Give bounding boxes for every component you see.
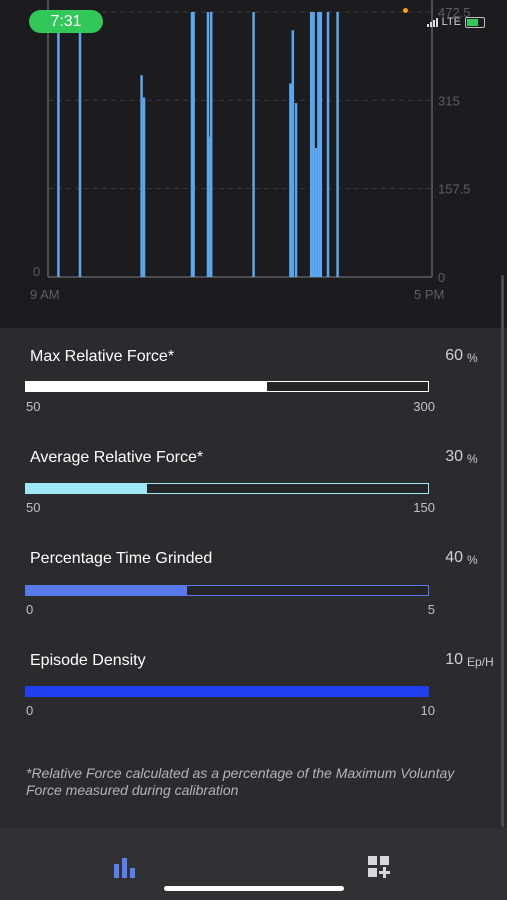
stat-max-label: 5 [427,602,435,617]
stat-title: Episode Density [30,652,146,669]
tab-add-widget[interactable] [362,852,398,888]
stat-value: 40 [445,549,463,566]
stat-title: Percentage Time Grinded [30,550,213,567]
stat-unit: Ep/H [467,655,494,669]
stat-min-label: 0 [26,703,34,718]
recording-indicator [403,8,408,13]
stat-average-relative-force: Average Relative Force* 30 % 50 150 [0,448,507,529]
stat-progress-fill [26,586,187,595]
stat-progress-fill [26,687,428,696]
stat-min-label: 50 [26,500,41,515]
stat-value: 30 [445,448,463,465]
battery-icon [465,16,485,28]
y-tick-label-right: 157.5 [438,182,471,197]
stat-title: Max Relative Force* [30,348,175,365]
stat-min-label: 0 [26,602,34,617]
stat-min-label: 50 [26,399,41,414]
signal-icon [426,17,438,27]
bar-chart-icon [114,858,135,878]
stat-unit: % [467,553,478,567]
status-right: LTE [426,16,485,28]
stat-max-label: 300 [413,399,435,414]
stat-progress-bar [25,686,429,697]
y-tick-label-right: 472.5 [438,5,471,20]
stat-unit: % [467,351,478,365]
stat-progress-bar [25,483,429,494]
stat-value: 60 [445,347,463,364]
stats-panel: Max Relative Force* 60 % 50 300 Average … [0,328,507,828]
force-chart: 472.5 315 157.5 0 0 9 AM 5 PM [0,0,507,328]
stat-episode-density: Episode Density 10 Ep/H 0 10 [0,651,507,732]
stat-progress-bar [25,585,429,596]
y-tick-label-right: 0 [438,270,445,285]
add-widget-icon [368,856,390,878]
chart-svg: 472.5 315 157.5 0 0 9 AM 5 PM [30,0,471,302]
x-tick-label: 9 AM [30,287,60,302]
stat-percentage-time-grinded: Percentage Time Grinded 40 % 0 5 [0,549,507,630]
stat-max-label: 10 [420,703,435,718]
network-type: LTE [441,16,461,28]
stat-progress-fill [26,484,147,493]
y-tick-label-right: 315 [438,93,460,108]
home-indicator[interactable] [164,886,344,891]
stat-max-label: 150 [413,500,435,515]
stat-unit: % [467,452,478,466]
footnote: *Relative Force calculated as a percenta… [26,765,455,798]
stat-value: 10 [445,651,463,668]
status-time: 7:31 [29,10,103,33]
stat-title: Average Relative Force* [30,449,204,466]
stat-max-relative-force: Max Relative Force* 60 % 50 300 [0,347,507,428]
y-tick-label-left: 0 [33,264,40,279]
x-tick-label: 5 PM [414,287,444,302]
stat-progress-bar [25,381,429,392]
tab-statistics[interactable] [108,852,144,888]
stat-progress-fill [26,382,268,391]
scrollbar[interactable] [501,275,504,827]
